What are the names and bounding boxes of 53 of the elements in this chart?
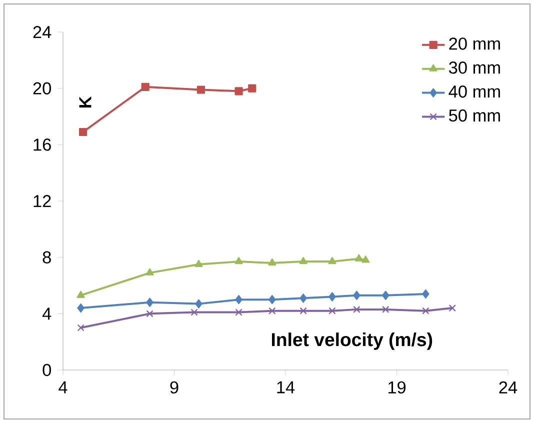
point	[382, 290, 390, 300]
y-tick-label: 20	[33, 82, 51, 94]
point	[354, 254, 363, 262]
point	[422, 307, 430, 314]
point	[328, 307, 336, 314]
point	[234, 87, 243, 96]
point	[268, 307, 276, 314]
point	[77, 303, 84, 313]
point	[195, 299, 202, 308]
x-tick-label: 24	[499, 381, 518, 394]
point	[353, 290, 360, 300]
point	[299, 256, 308, 264]
y-tick-label: 8	[42, 251, 51, 264]
point	[78, 128, 88, 136]
legend-label: 50 mm	[449, 109, 500, 122]
point	[362, 256, 370, 263]
point	[235, 308, 242, 316]
point	[190, 308, 198, 316]
y-tick-label: 0	[42, 364, 51, 376]
y-tick-label: 24	[33, 26, 52, 38]
point	[328, 292, 336, 302]
point	[235, 295, 242, 304]
point	[234, 256, 243, 264]
point	[146, 298, 154, 307]
x-axis-title: Inlet velocity (m/s)	[272, 332, 432, 350]
point	[422, 289, 430, 299]
point	[194, 260, 203, 267]
point	[353, 306, 360, 314]
point	[146, 268, 154, 276]
point	[248, 84, 256, 92]
x-tick-label: 9	[170, 381, 178, 394]
point	[141, 82, 150, 91]
legend-label: 40 mm	[448, 85, 500, 98]
point	[382, 306, 390, 314]
point	[268, 258, 276, 266]
point	[196, 86, 206, 94]
x-tick-label: 14	[277, 381, 295, 394]
x-tick-label: 4	[58, 381, 68, 394]
legend-label: 20 mm	[449, 38, 500, 50]
point	[146, 310, 154, 318]
point	[77, 324, 84, 332]
point	[268, 295, 276, 304]
y-tick-label: 16	[34, 138, 51, 151]
y-tick-label: 4	[42, 308, 52, 320]
y-axis-title: K	[79, 96, 92, 108]
point	[300, 294, 307, 303]
y-tick-label: 12	[34, 194, 51, 208]
point	[328, 256, 336, 264]
point	[300, 307, 307, 314]
point	[448, 304, 456, 312]
legend-label: 30 mm	[448, 62, 500, 74]
x-tick-label: 19	[388, 381, 406, 394]
point	[76, 290, 85, 298]
